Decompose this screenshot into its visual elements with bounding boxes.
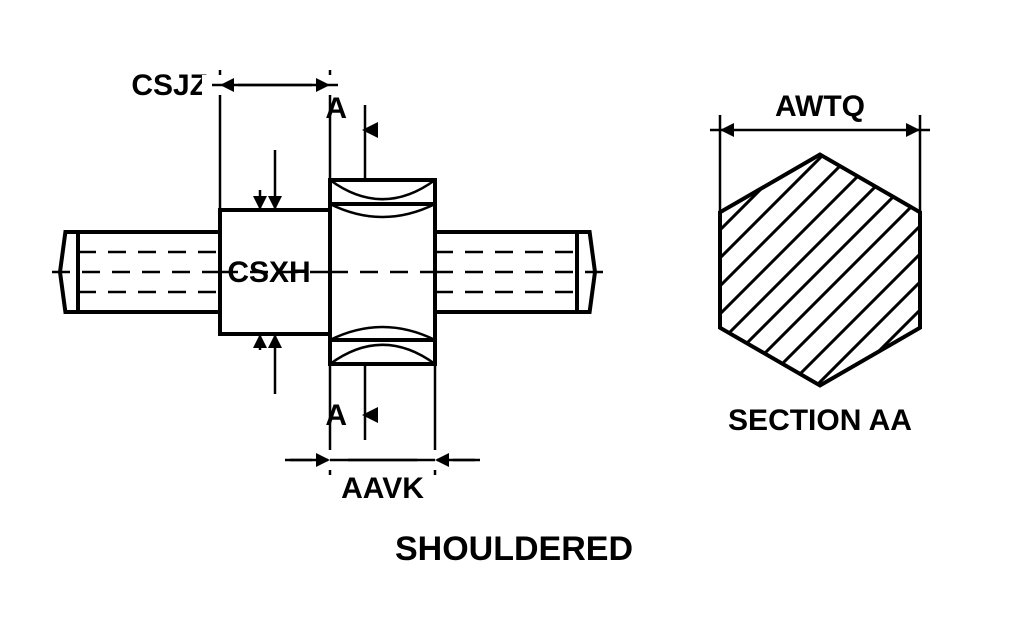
engineering-drawing: CSJZ A A CSXH AAVK AWTQ SECTION AA SHOULDERED — [0, 0, 1028, 619]
label-title: SHOULDERED — [395, 530, 633, 568]
label-aavk: AAVK — [341, 472, 424, 505]
label-a-top: A — [325, 92, 347, 125]
label-csxh: CSXH — [227, 256, 310, 289]
label-awtq: AWTQ — [775, 90, 865, 123]
label-csjz: CSJZ — [131, 69, 208, 102]
label-section-aa: SECTION AA — [728, 404, 912, 437]
label-a-bot: A — [325, 399, 347, 432]
